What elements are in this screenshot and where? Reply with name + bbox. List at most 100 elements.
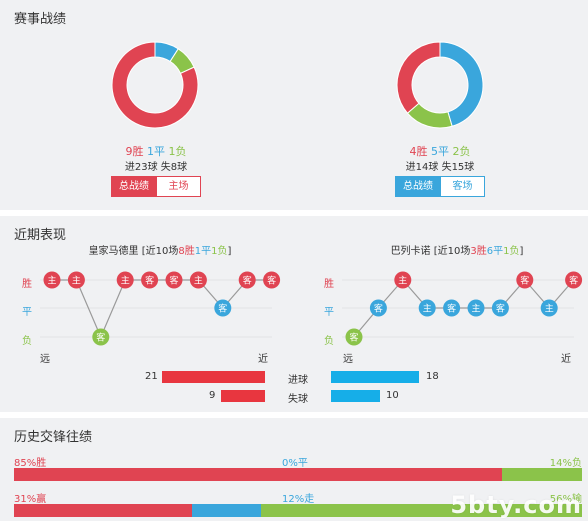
- home-form-venue-label: 主: [47, 275, 56, 287]
- away-form-point: 客: [443, 299, 461, 317]
- h2h-handicap-win-bar: [14, 504, 192, 517]
- home-conceded-bar: [220, 390, 265, 402]
- away-form-point: 客: [565, 271, 583, 289]
- away-row-label-loss: 负: [324, 336, 334, 347]
- home-form-point: 客: [92, 328, 110, 346]
- away-form-point: 主: [394, 271, 412, 289]
- away-form-point: 客: [369, 299, 387, 317]
- away-form-venue-label: 主: [398, 275, 407, 287]
- home-team-name: 皇家马德里: [88, 246, 139, 257]
- home-row-label-loss: 负: [22, 336, 32, 347]
- away-losses: 2负: [452, 145, 471, 158]
- away-form-venue-label: 客: [447, 303, 456, 315]
- season-record-section: 赛事战绩 9胜 1平 1负 进23球 失8球 总战绩 主场 4胜 5平 2负 进…: [0, 0, 588, 210]
- home-wdl: 9胜 1平 1负: [66, 143, 246, 159]
- home-form-point: 客: [238, 271, 256, 289]
- season-record-title: 赛事战绩: [14, 12, 67, 27]
- home-form-point: 主: [67, 271, 85, 289]
- home-goals: 进23球 失8球: [124, 162, 188, 173]
- home-form-venue-label: 客: [243, 275, 252, 287]
- away-row-label-draw: 平: [324, 307, 334, 318]
- home-form-point: 客: [263, 271, 281, 289]
- away-form-venue-label: 客: [496, 303, 505, 315]
- home-form-venue-label: 客: [145, 275, 154, 287]
- away-conceded-value: 10: [386, 390, 399, 401]
- away-form-point: 客: [516, 271, 534, 289]
- home-recent-label: 皇家马德里 [近10场8胜1平1负]: [40, 242, 280, 257]
- home-form-venue-label: 客: [169, 275, 178, 287]
- away-form-venue-label: 主: [545, 303, 554, 315]
- home-row-label-draw: 平: [22, 307, 32, 318]
- conceded-label: 失球: [288, 394, 308, 405]
- away-team-name: 巴列卡诺: [390, 246, 431, 257]
- away-form-venue-label: 客: [520, 275, 529, 287]
- home-form-point: 客: [165, 271, 183, 289]
- away-recent-suffix: ]: [519, 246, 524, 257]
- home-wins: 9胜: [125, 145, 144, 158]
- home-conceded-value: 9: [209, 390, 216, 401]
- home-form-point: 主: [116, 271, 134, 289]
- away-form-point: 主: [540, 299, 558, 317]
- h2h-loss-bar: [501, 468, 582, 481]
- away-wdl: 4胜 5平 2负: [350, 143, 530, 159]
- home-recent-prefix: [近10场: [141, 246, 179, 257]
- away-near-label: 近: [561, 354, 571, 365]
- h2h-win-bar: [14, 468, 502, 481]
- home-recent-suffix: ]: [227, 246, 232, 257]
- home-form-line: [52, 279, 272, 339]
- home-scored-bar: [162, 371, 265, 383]
- away-far-label: 远: [343, 354, 353, 365]
- home-recent-wins: 8胜: [178, 246, 195, 257]
- away-form-point: 客: [491, 299, 509, 317]
- away-form-venue-label: 客: [374, 303, 383, 315]
- away-form-chart: 客客主主客主客客主客: [342, 271, 583, 346]
- away-row-label-win: 胜: [324, 279, 334, 290]
- away-donut-chart: [396, 41, 484, 129]
- h2h-win-pct: 85%胜: [14, 458, 47, 469]
- home-losses: 1负: [168, 145, 187, 158]
- h2h-handicap-push-bar: [191, 504, 261, 517]
- away-form-point: 客: [345, 328, 363, 346]
- h2h-loss-pct: 14%负: [549, 458, 582, 469]
- home-form-venue-label: 主: [72, 275, 81, 287]
- home-recent-draws: 1平: [194, 246, 212, 257]
- home-form-point: 客: [141, 271, 159, 289]
- home-row-label-win: 胜: [22, 279, 32, 290]
- scored-label: 进球: [288, 375, 308, 386]
- away-form-venue-label: 主: [471, 303, 480, 315]
- h2h-handicap-loss-pct: 56%输: [549, 494, 582, 505]
- home-form-venue-label: 客: [96, 332, 105, 344]
- away-scored-value: 18: [426, 371, 439, 382]
- away-wins: 4胜: [409, 145, 428, 158]
- h2h-handicap-loss-bar: [260, 504, 582, 517]
- away-form-line: [353, 279, 575, 338]
- away-total-record-button[interactable]: 总战绩: [395, 176, 441, 197]
- home-donut-slice-win: [111, 41, 199, 129]
- home-form-point: 客: [214, 299, 232, 317]
- away-form-point: 主: [467, 299, 485, 317]
- h2h-draw-pct: 0%平: [282, 458, 308, 469]
- home-form-venue-label: 客: [267, 275, 276, 287]
- home-form-point: 主: [43, 271, 61, 289]
- away-scored-bar: [331, 371, 420, 383]
- away-recent-draws: 6平: [486, 246, 504, 257]
- h2h-history-section: 历史交锋往绩 85%胜 0%平 14%负 31%赢 12%走 56%输 5bty…: [0, 418, 588, 521]
- away-recent-label: 巴列卡诺 [近10场3胜6平1负]: [337, 242, 577, 257]
- away-form-venue-label: 主: [423, 303, 432, 315]
- recent-form-title: 近期表现: [14, 228, 67, 243]
- away-form-venue-label: 客: [349, 332, 358, 344]
- home-form-chart: 主主客主客客主客客客: [40, 271, 281, 346]
- h2h-history-title: 历史交锋往绩: [14, 430, 93, 445]
- watermark-logo: 5bty.com: [450, 491, 582, 519]
- recent-form-section: 近期表现 皇家马德里 [近10场8胜1平1负] 巴列卡诺 [近10场3胜6平1负…: [0, 216, 588, 412]
- home-venue-button[interactable]: 主场: [156, 176, 201, 197]
- away-draws: 5平: [431, 145, 449, 158]
- h2h-handicap-win-pct: 31%赢: [14, 494, 47, 505]
- away-conceded-bar: [331, 390, 381, 402]
- home-recent-losses: 1负: [211, 246, 228, 257]
- away-donut-slice-win: [396, 41, 441, 114]
- away-goals: 进14球 失15球: [405, 162, 475, 173]
- home-far-label: 远: [40, 354, 50, 365]
- away-venue-button[interactable]: 客场: [440, 176, 485, 197]
- home-total-record-button[interactable]: 总战绩: [111, 176, 157, 197]
